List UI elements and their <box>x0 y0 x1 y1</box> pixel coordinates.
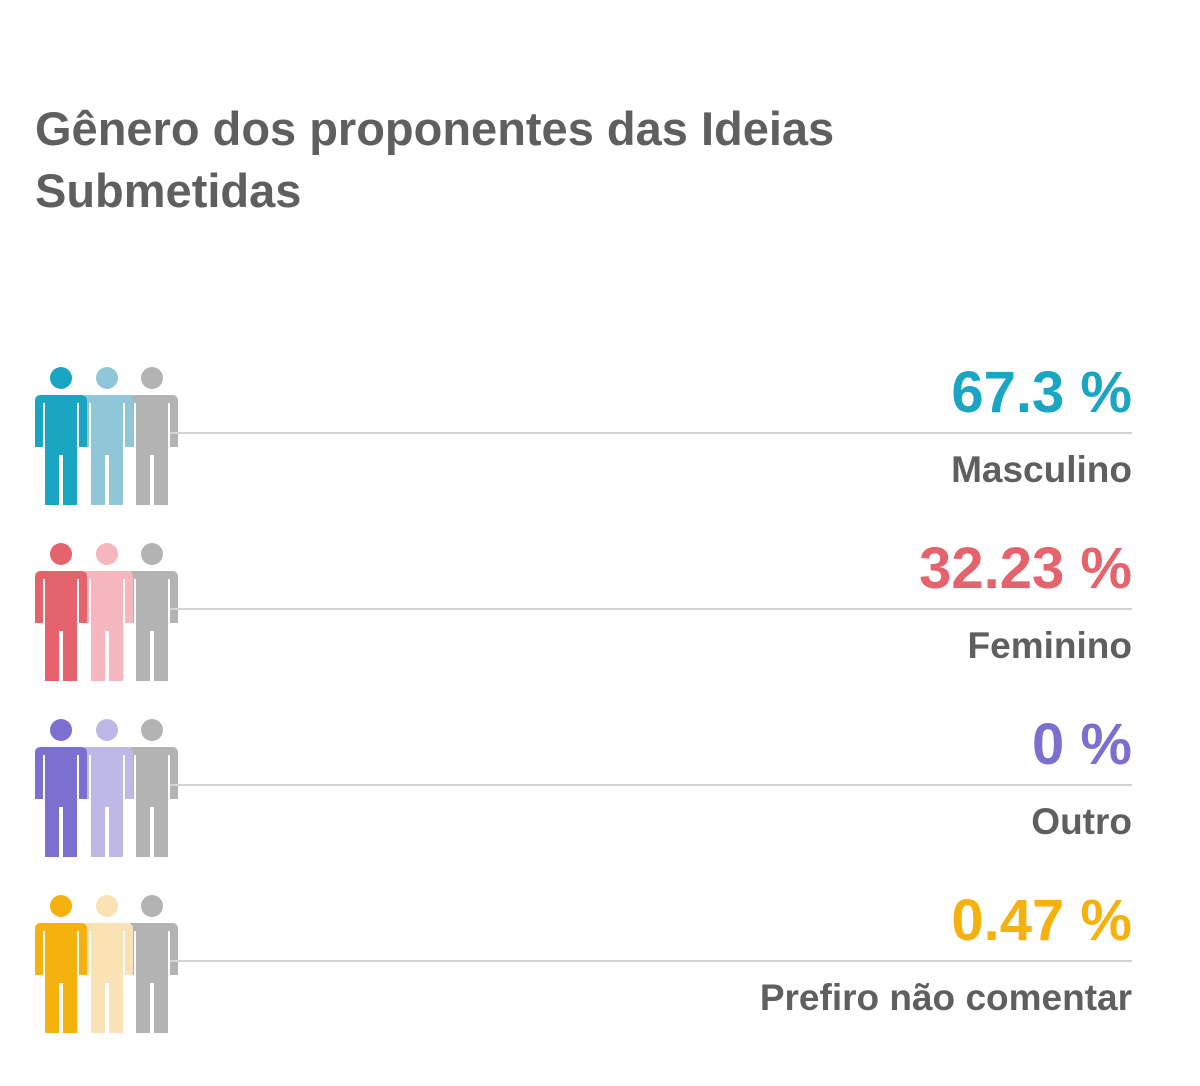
percentage-value: 0.47 % <box>951 888 1132 953</box>
category-label: Masculino <box>951 449 1132 490</box>
row-divider <box>170 608 1132 610</box>
person-primary-icon <box>35 367 87 505</box>
chart-title: Gênero dos proponentes das Ideias Submet… <box>35 102 835 217</box>
people-icon <box>35 719 178 857</box>
person-neutral-icon <box>126 719 178 857</box>
people-icon <box>35 895 178 1033</box>
gender-row-feminino: 32.23 % Feminino <box>0 536 1200 712</box>
row-divider <box>170 960 1132 962</box>
category-label: Outro <box>1031 801 1132 842</box>
percentage-value: 67.3 % <box>951 360 1132 425</box>
percentage-value: 0 % <box>1032 712 1132 777</box>
person-neutral-icon <box>126 895 178 1033</box>
percentage-value: 32.23 % <box>919 536 1132 601</box>
row-divider <box>170 784 1132 786</box>
gender-row-masculino: 67.3 % Masculino <box>0 360 1200 536</box>
people-icon <box>35 367 178 505</box>
person-primary-icon <box>35 895 87 1033</box>
row-divider <box>170 432 1132 434</box>
gender-row-outro: 0 % Outro <box>0 712 1200 888</box>
person-light-icon <box>81 719 133 857</box>
person-light-icon <box>81 543 133 681</box>
person-light-icon <box>81 895 133 1033</box>
people-icon <box>35 543 178 681</box>
category-label: Prefiro não comentar <box>759 977 1132 1018</box>
person-primary-icon <box>35 543 87 681</box>
person-neutral-icon <box>126 543 178 681</box>
person-neutral-icon <box>126 367 178 505</box>
category-label: Feminino <box>967 625 1132 666</box>
gender-row-prefiro-nao-comentar: 0.47 % Prefiro não comentar <box>0 888 1200 1064</box>
person-light-icon <box>81 367 133 505</box>
person-primary-icon <box>35 719 87 857</box>
